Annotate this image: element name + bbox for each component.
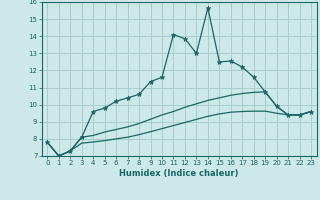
X-axis label: Humidex (Indice chaleur): Humidex (Indice chaleur): [119, 169, 239, 178]
